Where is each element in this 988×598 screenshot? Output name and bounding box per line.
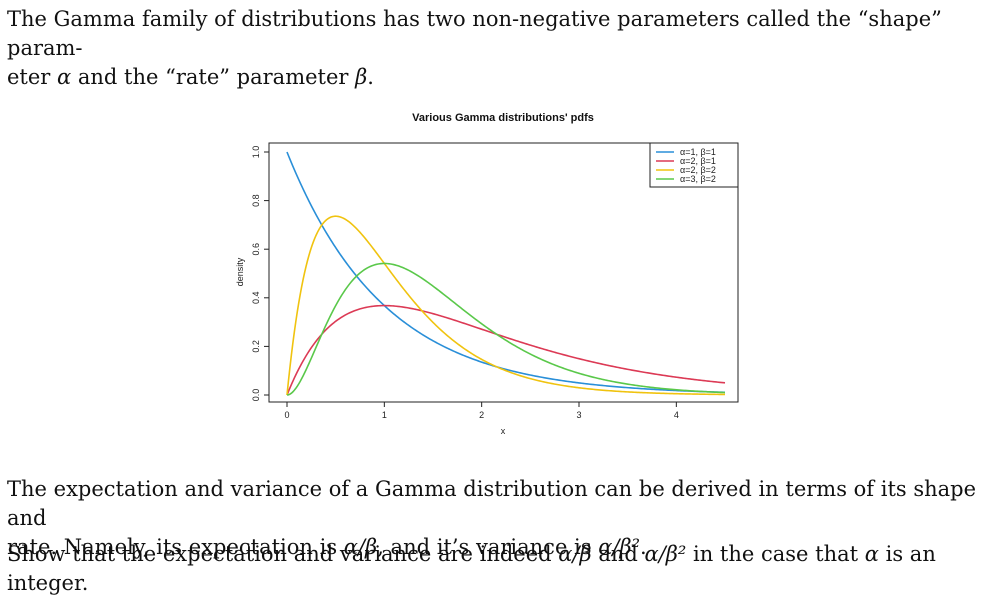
series-line-4	[286, 262, 726, 396]
legend-label: α=2, β=1	[680, 156, 716, 166]
intro-line-1: The Gamma family of distributions has tw…	[7, 7, 942, 60]
expectation-text: , and it’s variance is	[377, 535, 599, 559]
y-tick-label: 0.0	[251, 389, 261, 402]
y-tick-label: 0.4	[251, 292, 261, 305]
variance-formula: α/β²	[644, 542, 687, 566]
intro-paragraph: The Gamma family of distributions has tw…	[7, 5, 982, 92]
task-text: in the case that	[686, 542, 865, 566]
y-tick-label: 0.6	[251, 243, 261, 256]
legend-label: α=1, β=1	[680, 147, 716, 157]
expectation-text: rate. Namely, its expectation is	[7, 535, 344, 559]
chart-title: Various Gamma distributions' pdfs	[412, 112, 594, 124]
expectation-text: .	[640, 535, 647, 559]
x-tick-label: 2	[479, 410, 484, 420]
expectation-paragraph: The expectation and variance of a Gamma …	[7, 475, 982, 562]
x-tick-label: 3	[576, 410, 581, 420]
expectation-formula: α/β	[558, 542, 592, 566]
alpha-symbol: α	[864, 542, 879, 566]
series-line-1	[286, 151, 726, 394]
task-text: Show that the expectation and variance a…	[7, 542, 559, 566]
x-tick-label: 0	[284, 410, 289, 420]
variance-formula: α/β²	[598, 535, 641, 559]
series-line-3	[286, 215, 726, 396]
y-axis-label: density	[235, 257, 245, 286]
series-line-2	[286, 304, 726, 396]
x-tick-label: 4	[674, 410, 679, 420]
legend-label: α=3, β=2	[680, 174, 716, 184]
task-text: and	[591, 542, 645, 566]
y-tick-label: 0.2	[251, 340, 261, 353]
y-tick-label: 1.0	[251, 146, 261, 159]
task-paragraph: Show that the expectation and variance a…	[7, 540, 982, 598]
x-axis-label: x	[501, 426, 506, 436]
x-tick-label: 1	[382, 410, 387, 420]
chart-legend: α=1, β=1α=2, β=1α=2, β=2α=3, β=2	[649, 142, 739, 188]
expectation-line-1: The expectation and variance of a Gamma …	[7, 477, 977, 530]
gamma-pdf-chart: Various Gamma distributions' pdfs 0 1 2 3 4 0…	[235, 112, 739, 436]
y-tick-label: 0.8	[251, 194, 261, 207]
gamma-pdf-figure: Various Gamma distributions' pdfs 0 1 2 3 4 0…	[220, 100, 760, 445]
beta-symbol: β	[355, 65, 368, 89]
expectation-formula: α/β	[343, 535, 378, 559]
intro-text: and the “rate” parameter	[71, 65, 356, 89]
intro-text: .	[367, 65, 374, 89]
alpha-symbol: α	[57, 65, 72, 89]
legend-label: α=2, β=2	[680, 165, 716, 175]
intro-text: eter	[7, 65, 58, 89]
